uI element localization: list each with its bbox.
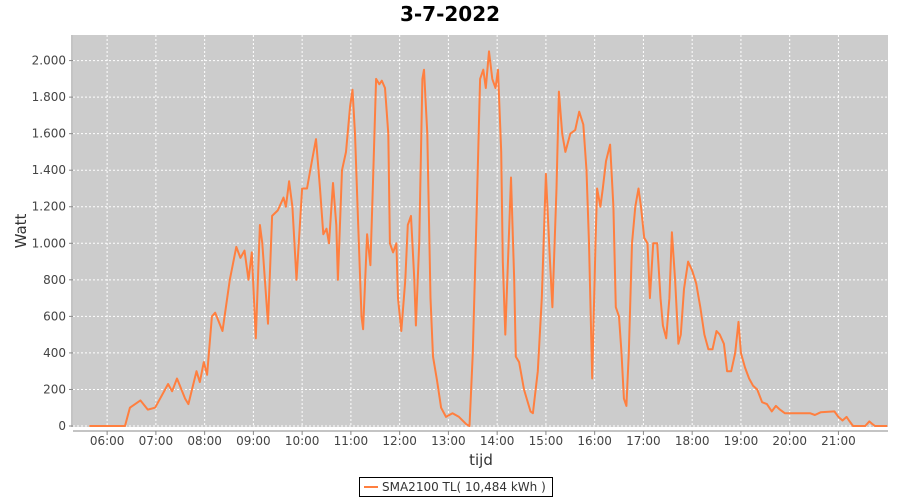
y-tick-label: 1.800 (32, 90, 66, 104)
series-layer (89, 50, 888, 427)
y-tick-label: 1.400 (32, 163, 66, 177)
y-tick-label: 1.200 (32, 200, 66, 214)
x-tick-label: 09:00 (236, 434, 271, 448)
y-tick-label: 0 (58, 419, 66, 433)
y-tick-label: 1.000 (32, 236, 66, 250)
y-tick-label: 600 (43, 309, 66, 323)
x-tick-label: 10:00 (285, 434, 320, 448)
series-line (89, 50, 888, 427)
x-tick-label: 07:00 (139, 434, 174, 448)
y-tick-label: 400 (43, 346, 66, 360)
y-axis-label: Watt (12, 213, 30, 248)
x-tick-label: 16:00 (577, 434, 612, 448)
x-tick-label: 12:00 (382, 434, 417, 448)
x-tick-label: 08:00 (187, 434, 222, 448)
x-axis-label: tijd (469, 451, 493, 469)
legend-label: SMA2100 TL( 10,484 kWh ) (382, 480, 546, 494)
x-tick-label: 21:00 (821, 434, 856, 448)
y-tick-label: 200 (43, 382, 66, 396)
x-tick-label: 13:00 (431, 434, 466, 448)
chart-title: 3-7-2022 (399, 2, 501, 26)
x-tick-label: 17:00 (626, 434, 661, 448)
x-tick-label: 14:00 (480, 434, 515, 448)
y-tick-label: 2.000 (32, 54, 66, 68)
x-tick-label: 19:00 (724, 434, 759, 448)
axes: 0 200 400 600 800 1.000 1.200 1.400 1.600 1.800 2.… (32, 35, 888, 448)
x-tick-label: 06:00 (90, 434, 125, 448)
x-tick-label: 20:00 (772, 434, 807, 448)
x-tick-label: 18:00 (675, 434, 710, 448)
y-tick-label: 1.600 (32, 127, 66, 141)
legend: SMA2100 TL( 10,484 kWh ) (359, 477, 553, 497)
legend-swatch (364, 486, 378, 488)
x-tick-label: 11:00 (334, 434, 369, 448)
x-tick-label: 15:00 (529, 434, 564, 448)
y-tick-label: 800 (43, 273, 66, 287)
